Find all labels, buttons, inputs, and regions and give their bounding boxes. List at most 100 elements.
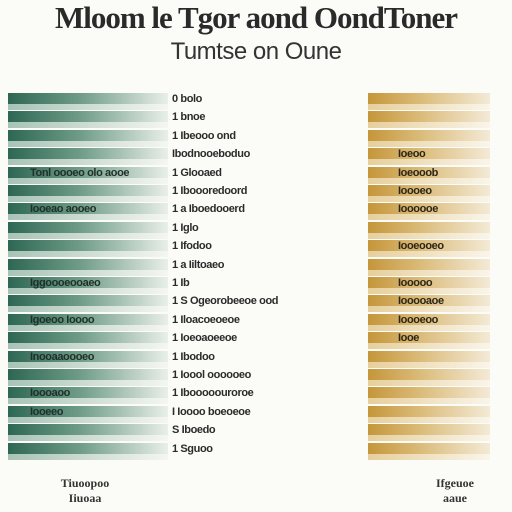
left-bar-light: [8, 380, 168, 386]
left-bar-light: [8, 104, 168, 110]
left-label: Iooeao aooeo: [30, 203, 97, 216]
right-bar: [368, 369, 490, 380]
right-label: Ioooooe: [398, 203, 438, 216]
left-bar: [8, 387, 168, 399]
table-row: 1 Ioeoaoeeoe Iooe: [0, 331, 512, 350]
right-bar-light: [368, 104, 490, 110]
footer-text: Iiuoaa: [68, 491, 102, 505]
table-row: Igoeoo Ioooo 1 Iloacoeoeoe Ioooeoo: [0, 313, 512, 331]
left-bar: [8, 111, 168, 123]
left-bar-light: [8, 343, 168, 350]
left-label: Ioooaoo: [30, 387, 70, 400]
right-bar-light: [368, 343, 490, 350]
right-bar-light: [368, 288, 490, 294]
right-bar-light: [368, 398, 490, 405]
middle-label: Ibodnooeboduo: [172, 148, 250, 161]
middle-label: 1 bnoe: [172, 111, 206, 124]
middle-label: 1 Ibeooo ond: [172, 129, 236, 142]
table-row: Ibodnooeboduo Ioeoo: [0, 147, 512, 166]
right-label: Ioooeo: [398, 185, 432, 197]
right-bar-light: [368, 453, 490, 460]
right-bar: [368, 442, 490, 454]
left-bar: [8, 277, 168, 288]
middle-label: 1 Iboooredoord: [172, 185, 248, 197]
left-bar: [8, 129, 168, 141]
left-label: Iggoooeooaeo: [30, 277, 101, 289]
table-row: 1 bnoe: [0, 110, 512, 129]
middle-label: 1 Sguoo: [172, 442, 213, 455]
right-bar: [368, 387, 490, 399]
table-row: 1 Sguoo: [0, 442, 512, 460]
left-bar: [8, 258, 168, 270]
right-bar-light: [368, 159, 490, 166]
left-bar-light: [8, 214, 168, 221]
right-bar: [368, 295, 490, 307]
table-row: Ioooaoo 1 Ibooooouroroe: [0, 386, 512, 405]
left-bar: [8, 369, 168, 380]
left-label: Inooaaoooeo: [30, 350, 95, 363]
table-row: 0 bolo: [0, 92, 512, 110]
right-bar-light: [368, 122, 490, 129]
table-row: 1 Iboooredoord Ioooeo: [0, 184, 512, 202]
left-bar: [8, 166, 168, 178]
middle-label: 1 Ioool oooooeo: [172, 369, 251, 381]
right-bar: [368, 111, 490, 123]
right-label: Iooe: [398, 332, 420, 345]
right-bar: [368, 258, 490, 270]
middle-label: 1 a Iboedooerd: [172, 203, 245, 216]
right-bar-light: [368, 416, 490, 423]
footer-text: Tiuoopoo: [60, 476, 110, 490]
right-bar-light: [368, 232, 490, 239]
left-bar-light: [8, 453, 168, 460]
left-bar-light: [8, 232, 168, 239]
middle-label: 1 Ibodoo: [172, 350, 215, 363]
right-bar-light: [368, 306, 490, 313]
left-bar-light: [8, 196, 168, 202]
middle-label: 1 Iglo: [172, 221, 199, 234]
subtitle: Tumtse on Oune: [170, 38, 342, 65]
right-bar: [368, 240, 490, 252]
right-bar-light: [368, 324, 490, 331]
right-bar-light: [368, 214, 490, 221]
table-row: Inooaaoooeo 1 Ibodoo: [0, 350, 512, 368]
right-bar-light: [368, 361, 490, 368]
middle-label: 1 Ioeoaoeeoe: [172, 332, 237, 345]
middle-label: 1 Ib: [172, 277, 190, 289]
right-bar: [368, 424, 490, 436]
title: Mloom le Tgor aond OondToner: [54, 0, 458, 35]
right-label: Iooeooeo: [398, 240, 444, 253]
left-bar: [8, 240, 168, 252]
left-bar-light: [8, 361, 168, 368]
middle-label: 1 a Iiltoaeo: [172, 258, 225, 271]
table-row: 1 S Ogeorobeeoe ood Iooooaoe: [0, 294, 512, 313]
left-bar: [8, 405, 168, 417]
table-row: 1 a Iiltoaeo: [0, 258, 512, 276]
middle-label: 1 Iloacoeoeoe: [172, 313, 240, 326]
right-bar-light: [368, 251, 490, 258]
left-bar-light: [8, 435, 168, 442]
right-bar-light: [368, 177, 490, 184]
right-bar: [368, 350, 490, 362]
left-bar-light: [8, 306, 168, 313]
left-bar: [8, 332, 168, 344]
footer-text: Ifgeuoe: [436, 476, 474, 490]
table-row: 1 Ioool oooooeo: [0, 368, 512, 386]
left-bar-light: [8, 269, 168, 276]
left-bar: [8, 221, 168, 233]
table-row: 1 Iglo: [0, 221, 512, 239]
left-bar-light: [8, 324, 168, 331]
middle-label: 1 Ifodoo: [172, 240, 212, 253]
right-bar-light: [368, 196, 490, 202]
right-label: Ioooeoo: [398, 313, 438, 326]
middle-label: 1 Ibooooouroroe: [172, 387, 254, 400]
middle-label: 0 bolo: [172, 93, 202, 105]
left-bar-light: [8, 140, 168, 147]
left-label: Tonl oooeo olo aooe: [30, 166, 130, 179]
right-bar: [368, 166, 490, 178]
right-label: Ioeooob: [398, 166, 438, 179]
table-row: Tonl oooeo olo aooe 1 Glooaed Ioeooob: [0, 166, 512, 184]
right-bar: [368, 203, 490, 215]
left-bar-light: [8, 416, 168, 423]
table-row: Iooeao aooeo 1 a Iboedooerd Ioooooe: [0, 202, 512, 221]
right-bar: [368, 129, 490, 141]
